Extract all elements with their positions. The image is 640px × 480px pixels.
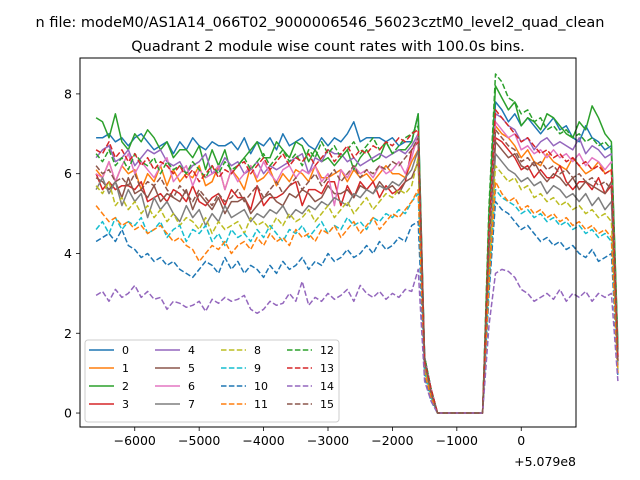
series-line-15 [95,129,619,414]
series-line-6 [95,121,619,414]
series-line-4 [95,113,619,414]
series-line-12 [95,73,619,414]
x-axis-offset-label: +5.079e8 [514,454,576,469]
series-line-7 [95,149,619,414]
series-line-10 [95,200,619,414]
plot-area [95,73,619,414]
legend-label-4: 4 [188,344,195,357]
series-line-11 [95,180,619,414]
legend-label-12: 12 [320,344,334,357]
legend-label-5: 5 [188,362,195,375]
x-axis: −6000 −5000 −4000 −3000 −2000 −1000 0 [114,427,525,448]
series-line-2 [95,85,619,414]
legend-label-11: 11 [254,398,268,411]
y-tick-label: 8 [64,86,72,101]
legend-label-13: 13 [320,362,334,375]
legend-label-15: 15 [320,398,334,411]
series-line-8 [95,156,619,414]
figure-suptitle: n file: modeM0/AS1A14_066T02_9000006546_… [36,15,605,31]
legend-label-7: 7 [188,398,195,411]
legend-label-10: 10 [254,380,268,393]
x-tick-label: −1000 [436,433,478,448]
x-tick-label: −3000 [307,433,349,448]
y-tick-label: 6 [64,166,72,181]
series-line-5 [95,141,619,414]
legend-label-9: 9 [254,362,261,375]
x-tick-label: 0 [517,433,525,448]
legend-label-8: 8 [254,344,261,357]
legend-label-1: 1 [122,362,129,375]
legend-box [84,339,340,423]
x-tick-label: −5000 [178,433,220,448]
legend-label-0: 0 [122,344,129,357]
legend-label-6: 6 [188,380,195,393]
series-line-9 [95,188,619,414]
series-line-1 [95,125,619,414]
series-line-0 [96,101,619,414]
y-axis: 0 2 4 6 8 [64,86,80,421]
chart-title: Quadrant 2 module wise count rates with … [131,39,525,55]
y-tick-label: 2 [64,326,72,341]
y-tick-label: 0 [64,406,72,421]
x-tick-label: −2000 [371,433,413,448]
y-tick-label: 4 [64,246,72,261]
series-line-13 [95,109,619,414]
x-tick-label: −6000 [114,433,156,448]
legend-label-14: 14 [320,380,334,393]
x-tick-label: −4000 [242,433,284,448]
legend-label-2: 2 [122,380,129,393]
series-line-3 [95,137,619,414]
series-line-14 [95,268,619,414]
legend-label-3: 3 [122,398,129,411]
